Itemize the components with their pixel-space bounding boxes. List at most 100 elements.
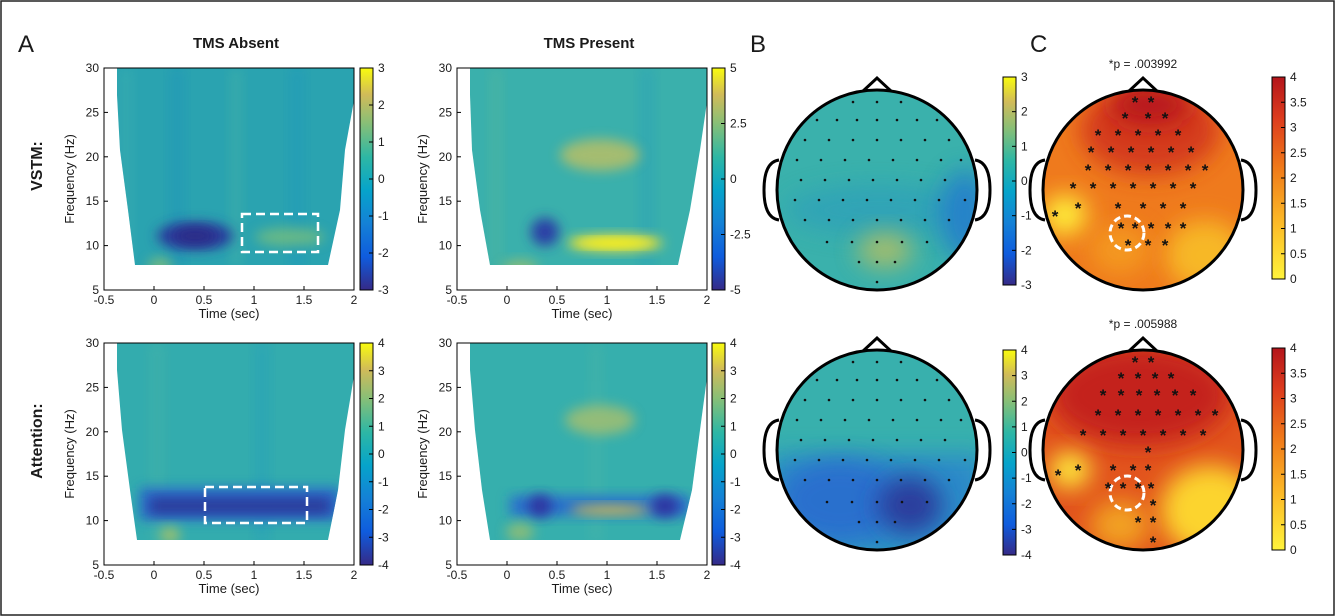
- colorbar-tick-label: 0: [1290, 543, 1297, 557]
- colorbar-tick-label: 2: [378, 98, 385, 112]
- y-tick-label: 5: [445, 283, 452, 297]
- significance-star: *: [1150, 513, 1157, 532]
- ear-outline: [1028, 418, 1046, 482]
- electrode-dot: [875, 520, 879, 524]
- electrode-dot: [891, 158, 895, 162]
- colorbar: 3 2 1 0 -1 -2 -3: [1002, 70, 1032, 292]
- significance-star: *: [1148, 479, 1155, 498]
- significance-star: *: [1120, 479, 1127, 498]
- electrode-dot: [823, 438, 827, 442]
- head-outline: [775, 88, 979, 292]
- x-tick-label: 1: [251, 293, 258, 307]
- significance-star: *: [1154, 386, 1161, 405]
- electrode-dot: [947, 478, 951, 482]
- significance-star: *: [1150, 496, 1157, 515]
- colorbar: 4 3.5 3 2.5 2 1.5 1 0.5 0: [1271, 70, 1307, 286]
- colorbar-tick-label: -2: [1021, 497, 1032, 511]
- colorbar: 4 3 2 1 0 -1 -2 -3 -4: [711, 336, 741, 572]
- significance-star: *: [1135, 513, 1142, 532]
- electrode-dot: [793, 458, 797, 462]
- electrode-dot: [959, 418, 963, 422]
- ear-outline: [974, 418, 992, 482]
- colorbar: 3 2 1 0 -1 -2 -3: [359, 61, 389, 297]
- significance-star: *: [1202, 161, 1209, 180]
- colorbar-tick-label: 0: [1290, 272, 1297, 286]
- x-tick-label: 2: [351, 568, 358, 582]
- electrode-dot: [895, 118, 899, 122]
- electrode-dot: [913, 458, 917, 462]
- significance-star: *: [1190, 179, 1197, 198]
- significance-star: *: [1165, 161, 1172, 180]
- y-tick-label: 20: [439, 150, 453, 164]
- electrode-dot: [843, 158, 847, 162]
- significance-star: *: [1200, 426, 1207, 445]
- electrode-dot: [835, 378, 839, 382]
- colorbar-tick-label: 3: [378, 61, 385, 75]
- electrode-dot: [847, 438, 851, 442]
- x-tick-label: 1.5: [296, 568, 313, 582]
- electrode-dot: [889, 198, 893, 202]
- electrode-dot: [875, 478, 879, 482]
- electrode-dot: [850, 500, 854, 504]
- colorbar-tick-label: 2: [1021, 105, 1028, 119]
- electrode-dot: [875, 218, 879, 222]
- x-tick-label: 2: [704, 293, 711, 307]
- electrode-dot: [895, 378, 899, 382]
- colorbar-tick-label: 1: [378, 419, 385, 433]
- significance-star: *: [1168, 369, 1175, 388]
- x-axis-label: Time (sec): [552, 306, 613, 321]
- electrode-dot: [899, 478, 903, 482]
- colorbar-tick-label: -2: [378, 246, 389, 260]
- column-title-tms-absent: TMS Absent: [193, 35, 279, 52]
- significance-star: *: [1160, 426, 1167, 445]
- colorbar-tick-label: -3: [378, 283, 389, 297]
- significance-star: *: [1132, 353, 1139, 372]
- electrode-dot: [819, 158, 823, 162]
- electrode-dot: [899, 218, 903, 222]
- colorbar-tick-label: 1: [730, 419, 737, 433]
- colorbar-tick-label: 3: [1290, 392, 1297, 406]
- significance-star: *: [1130, 461, 1137, 480]
- electrode-dot: [939, 158, 943, 162]
- electrode-dot: [899, 100, 903, 104]
- ear-outline: [1240, 158, 1258, 222]
- electrode-dot: [900, 240, 904, 244]
- significance-star: *: [1052, 207, 1059, 226]
- electrode-dot: [857, 520, 861, 524]
- electrode-dot: [875, 260, 879, 264]
- roi-circle: [1108, 474, 1146, 512]
- x-tick-label: -0.5: [94, 293, 115, 307]
- significance-star: *: [1145, 461, 1152, 480]
- y-tick-label: 10: [439, 239, 453, 253]
- significance-star: *: [1172, 386, 1179, 405]
- colorbar-tick-label: 1: [1290, 493, 1297, 507]
- electrode-dot: [899, 398, 903, 402]
- y-tick-label: 5: [92, 558, 99, 572]
- significance-star: *: [1148, 219, 1155, 238]
- significance-star: *: [1152, 369, 1159, 388]
- colorbar-tick-label: 2: [1290, 171, 1297, 185]
- electrode-dot: [915, 418, 919, 422]
- colorbar: 4 3 2 1 0 -1 -2 -3 -4: [1002, 343, 1032, 562]
- electrode-dot: [915, 158, 919, 162]
- x-axis-label: Time (sec): [199, 581, 260, 596]
- electrode-dot: [819, 418, 823, 422]
- significance-star: *: [1145, 443, 1152, 462]
- y-tick-label: 15: [86, 469, 100, 483]
- roi-circle: [1108, 214, 1146, 252]
- significance-star: *: [1085, 161, 1092, 180]
- x-tick-label: 0: [504, 293, 511, 307]
- electrode-dot: [865, 458, 869, 462]
- electrode-dot: [923, 478, 927, 482]
- electrode-dot: [823, 178, 827, 182]
- significance-star: *: [1180, 426, 1187, 445]
- colorbar-tick-label: -1: [730, 475, 741, 489]
- colorbar-tick-label: -4: [1021, 548, 1032, 562]
- electrode-dot: [795, 158, 799, 162]
- significance-star: *: [1136, 386, 1143, 405]
- electrode-dot: [855, 378, 859, 382]
- significance-star: *: [1148, 93, 1155, 112]
- colorbar-tick-label: 0: [730, 447, 737, 461]
